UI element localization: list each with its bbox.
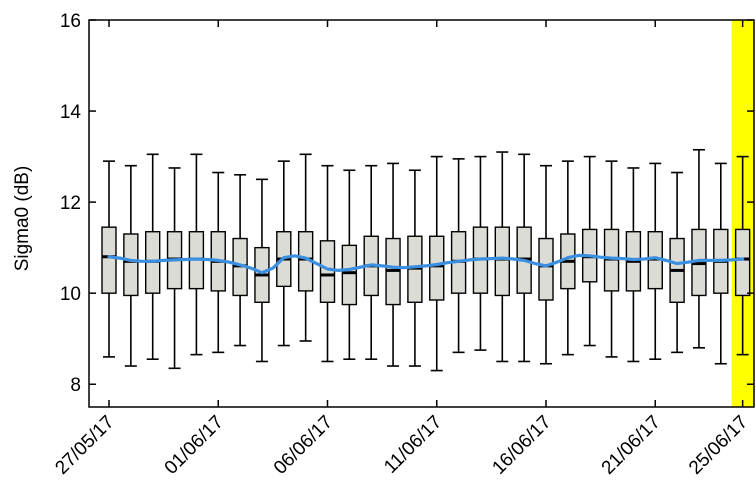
mean-line: [107, 253, 745, 275]
y-tick-label-0: 8: [70, 375, 81, 396]
box-1: [123, 233, 139, 297]
y-tick-label-2: 12: [60, 193, 81, 214]
box-layer: [101, 226, 751, 306]
y-axis-label: Sigma0 (dB): [12, 166, 33, 272]
x-tick-label-0: 27/05/17: [51, 412, 118, 479]
box-0: [101, 226, 117, 294]
box-15: [429, 235, 445, 301]
plot-frame: [88, 19, 755, 408]
box-20: [538, 237, 554, 301]
box-18: [494, 226, 510, 297]
y-tick-label-1: 10: [60, 284, 81, 305]
x-tick-label-6: 25/06/17: [685, 412, 752, 479]
box-10: [319, 240, 336, 303]
x-tick-label-4: 16/06/17: [488, 412, 555, 479]
box-29: [734, 228, 751, 297]
whisker-layer: [103, 148, 749, 372]
y-tick-label-3: 14: [60, 102, 82, 123]
x-tick-label-3: 11/06/17: [380, 412, 446, 478]
x-tick-label-5: 21/06/17: [598, 412, 665, 479]
x-tick-label-2: 06/06/17: [270, 412, 337, 479]
y-axis-ticks: 8 10 12 14 16: [60, 11, 754, 396]
box-11: [341, 244, 358, 306]
x-tick-label-1: 01/06/17: [161, 412, 228, 479]
y-tick-label-4: 16: [60, 11, 81, 32]
